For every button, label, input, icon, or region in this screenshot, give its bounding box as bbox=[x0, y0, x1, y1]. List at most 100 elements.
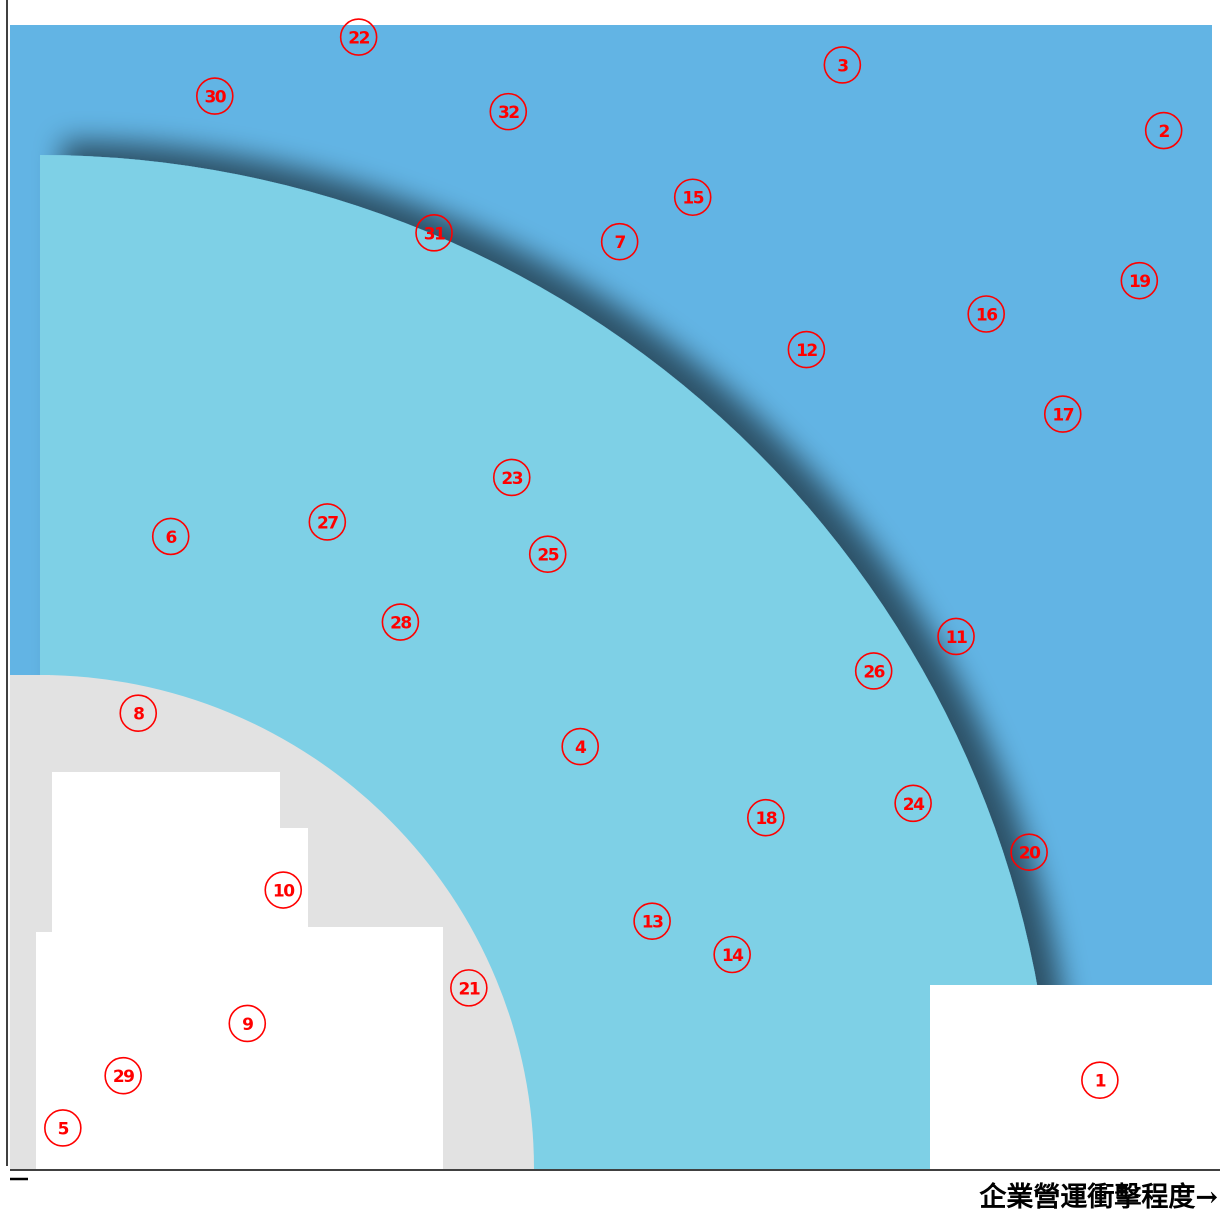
data-point-31: 31 bbox=[415, 214, 453, 252]
data-point-label: 26 bbox=[863, 662, 884, 682]
data-point-circle bbox=[1120, 261, 1159, 300]
data-point-circle bbox=[492, 458, 531, 497]
data-point-27: 27 bbox=[308, 503, 347, 541]
data-point-label: 15 bbox=[682, 189, 703, 209]
data-point-label: 29 bbox=[113, 1067, 134, 1087]
data-point-14: 14 bbox=[713, 935, 751, 974]
data-point-label: 21 bbox=[459, 979, 480, 999]
data-point-circle bbox=[528, 535, 567, 573]
data-point-22: 22 bbox=[339, 18, 378, 56]
data-point-label: 11 bbox=[946, 628, 967, 648]
data-point-circle bbox=[854, 652, 893, 690]
data-point-21: 21 bbox=[450, 969, 488, 1007]
data-point-30: 30 bbox=[196, 77, 234, 115]
blank-block-lower-right bbox=[930, 985, 1212, 1169]
data-point-circle bbox=[339, 18, 378, 56]
data-point-circle bbox=[561, 727, 600, 766]
data-point-label: 3 bbox=[837, 56, 848, 76]
data-point-11: 11 bbox=[937, 617, 975, 656]
data-point-1: 1 bbox=[1081, 1061, 1119, 1099]
data-point-label: 25 bbox=[537, 546, 558, 566]
data-point-circle bbox=[787, 330, 826, 369]
data-point-label: 2 bbox=[1159, 122, 1170, 142]
data-point-circle bbox=[264, 871, 303, 909]
data-point-circle bbox=[119, 694, 158, 733]
data-point-17: 17 bbox=[1043, 395, 1082, 433]
data-point-circle bbox=[967, 295, 1006, 333]
data-point-circle bbox=[1144, 111, 1183, 150]
plot-background bbox=[10, 25, 1212, 1169]
data-point-label: 12 bbox=[796, 341, 817, 361]
data-point-2: 2 bbox=[1144, 111, 1183, 150]
data-point-circle bbox=[151, 517, 190, 556]
data-point-label: 4 bbox=[575, 738, 587, 758]
data-point-16: 16 bbox=[967, 295, 1006, 333]
data-point-19: 19 bbox=[1120, 261, 1159, 300]
data-point-label: 24 bbox=[903, 795, 925, 815]
blank-block-lower-left bbox=[36, 772, 443, 1169]
data-point-4: 4 bbox=[561, 727, 600, 766]
data-point-circle bbox=[1081, 1061, 1119, 1099]
data-point-25: 25 bbox=[528, 535, 567, 573]
data-point-20: 20 bbox=[1010, 833, 1048, 872]
data-point-label: 5 bbox=[58, 1119, 69, 1139]
scatter-markers: 1234567891011121314151617181920212223242… bbox=[44, 18, 1183, 1147]
data-point-23: 23 bbox=[492, 458, 531, 497]
data-point-circle bbox=[894, 784, 932, 823]
data-point-12: 12 bbox=[787, 330, 826, 369]
data-point-3: 3 bbox=[823, 46, 862, 84]
data-point-24: 24 bbox=[894, 784, 932, 823]
data-point-circle bbox=[633, 902, 671, 940]
data-point-label: 23 bbox=[501, 469, 522, 489]
data-point-label: 10 bbox=[273, 882, 295, 902]
data-point-circle bbox=[308, 503, 347, 541]
data-point-13: 13 bbox=[633, 902, 671, 940]
data-point-label: 28 bbox=[390, 614, 411, 634]
data-point-circle bbox=[1043, 395, 1082, 433]
data-point-7: 7 bbox=[600, 222, 639, 261]
data-point-label: 14 bbox=[722, 946, 744, 966]
data-point-label: 16 bbox=[976, 306, 997, 326]
data-point-18: 18 bbox=[746, 798, 785, 837]
data-point-circle bbox=[489, 92, 528, 131]
data-point-circle bbox=[746, 798, 785, 837]
data-point-circle bbox=[104, 1056, 142, 1095]
data-point-label: 8 bbox=[133, 705, 144, 725]
data-point-circle bbox=[381, 603, 420, 641]
data-point-label: 20 bbox=[1019, 844, 1041, 864]
data-point-29: 29 bbox=[104, 1056, 142, 1095]
data-point-circle bbox=[450, 969, 488, 1007]
data-point-label: 13 bbox=[642, 913, 663, 933]
data-point-label: 17 bbox=[1052, 406, 1073, 426]
data-point-label: 1 bbox=[1095, 1072, 1106, 1092]
data-point-circle bbox=[415, 214, 453, 252]
data-point-circle bbox=[600, 222, 639, 261]
data-point-circle bbox=[937, 617, 975, 656]
data-point-label: 27 bbox=[317, 513, 338, 533]
data-point-9: 9 bbox=[228, 1004, 267, 1043]
x-axis-label: 企業營運衝擊程度→ bbox=[979, 1181, 1218, 1213]
data-point-circle bbox=[823, 46, 862, 84]
data-point-26: 26 bbox=[854, 652, 893, 690]
data-point-circle bbox=[196, 77, 234, 115]
data-point-circle bbox=[44, 1109, 82, 1147]
data-point-label: 6 bbox=[166, 528, 177, 548]
data-point-32: 32 bbox=[489, 92, 528, 131]
data-point-10: 10 bbox=[264, 871, 303, 909]
data-point-label: 30 bbox=[204, 88, 226, 108]
data-point-circle bbox=[673, 178, 712, 217]
data-point-circle bbox=[1010, 833, 1048, 872]
data-point-label: 31 bbox=[424, 224, 445, 244]
data-point-label: 19 bbox=[1129, 272, 1150, 292]
data-point-label: 7 bbox=[614, 233, 625, 253]
data-point-label: 18 bbox=[755, 809, 776, 829]
data-point-5: 5 bbox=[44, 1109, 82, 1147]
data-point-label: 22 bbox=[348, 29, 369, 49]
data-point-circle bbox=[713, 935, 751, 974]
data-point-label: 32 bbox=[498, 103, 519, 123]
data-point-label: 9 bbox=[242, 1015, 253, 1035]
data-point-8: 8 bbox=[119, 694, 158, 733]
data-point-circle bbox=[228, 1004, 267, 1043]
data-point-28: 28 bbox=[381, 603, 420, 641]
